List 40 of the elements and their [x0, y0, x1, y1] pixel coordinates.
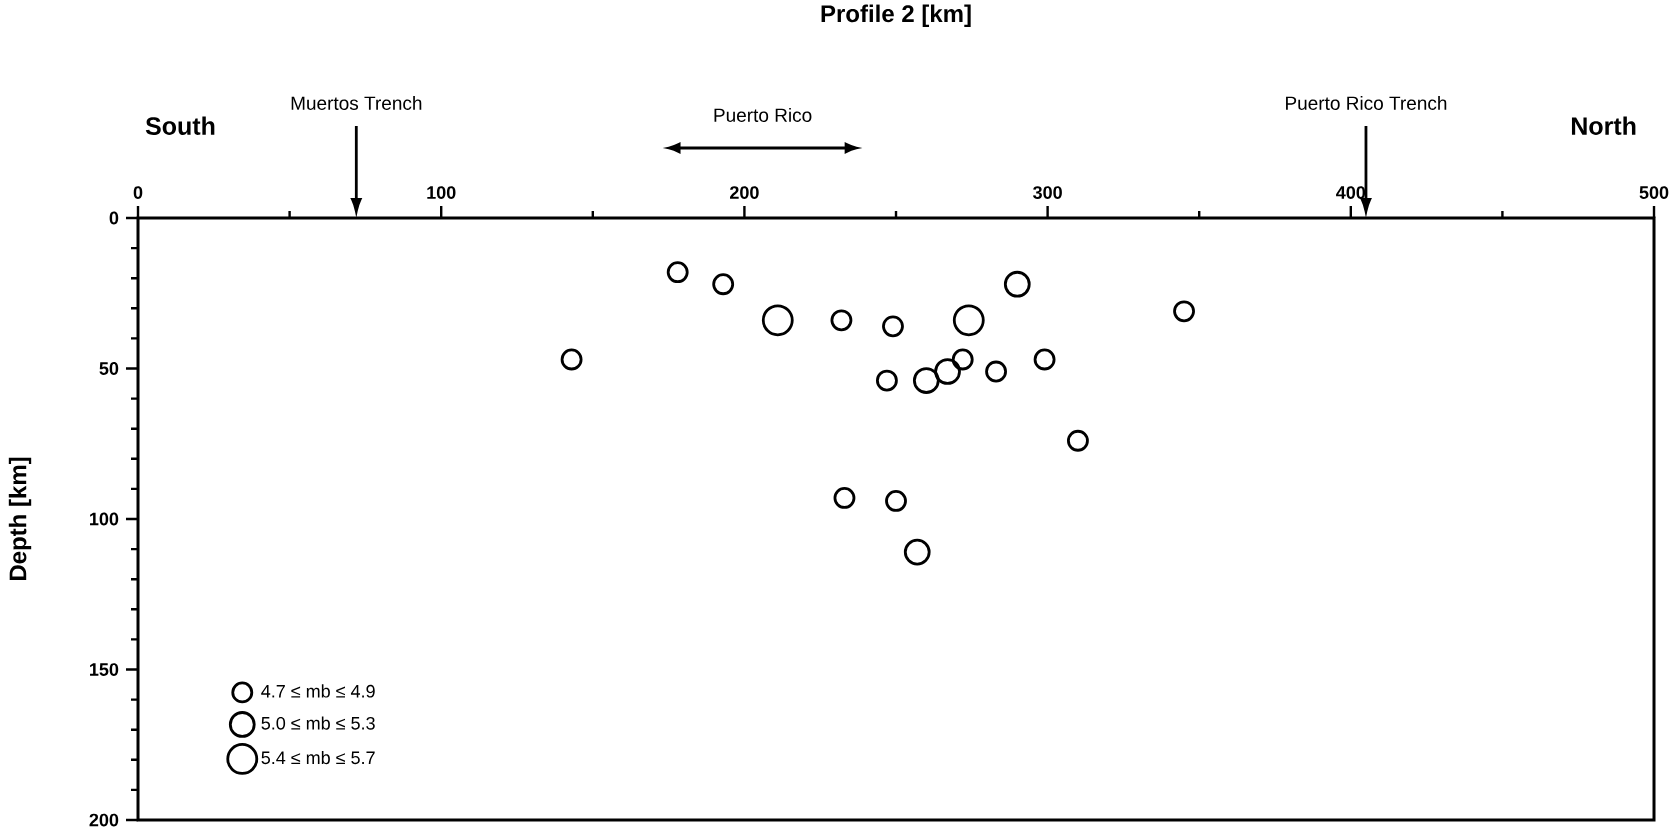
legend-label: 4.7 ≤ mb ≤ 4.9 — [261, 684, 375, 698]
point — [952, 304, 985, 337]
point — [1003, 270, 1031, 298]
point — [666, 261, 689, 284]
point — [761, 304, 794, 337]
text: South — [145, 116, 215, 135]
text: Muertos Trench — [291, 95, 422, 110]
point — [934, 358, 961, 385]
point — [560, 348, 583, 371]
y-tick-label: 50 — [99, 362, 119, 375]
point — [951, 348, 974, 371]
y-tick-label: 100 — [90, 512, 119, 526]
x-tick-label: 100 — [427, 186, 456, 199]
chart-title: Profile 2 [km] — [821, 4, 971, 27]
y-axis-title: Depth [km] — [8, 457, 32, 581]
point — [1173, 300, 1195, 323]
legend-label: 5.0 ≤ mb ≤ 5.3 — [261, 716, 375, 730]
y-tick-label: 0 — [109, 211, 119, 225]
point — [985, 360, 1007, 383]
point — [712, 273, 735, 296]
y-tick-label: 150 — [90, 663, 119, 676]
point — [875, 369, 898, 392]
point — [1033, 348, 1056, 371]
x-tick-label: 200 — [730, 186, 759, 199]
x-tick-label: 500 — [1639, 186, 1669, 199]
text: Puerto Rico Trench — [1286, 95, 1447, 110]
y-tick-label: 200 — [89, 813, 119, 827]
point — [903, 538, 931, 566]
x-tick-label: 400 — [1336, 186, 1366, 199]
point — [833, 487, 856, 509]
x-tick-label: 0 — [133, 186, 143, 199]
point — [885, 490, 907, 512]
text: Puerto Rico — [714, 107, 812, 122]
legend-label: 5.4 ≤ mb ≤ 5.7 — [261, 750, 375, 765]
x-tick-label: 300 — [1033, 186, 1062, 199]
point — [882, 315, 904, 338]
point — [1067, 429, 1089, 452]
point — [912, 367, 940, 394]
point — [830, 309, 853, 332]
text: North — [1571, 116, 1636, 135]
